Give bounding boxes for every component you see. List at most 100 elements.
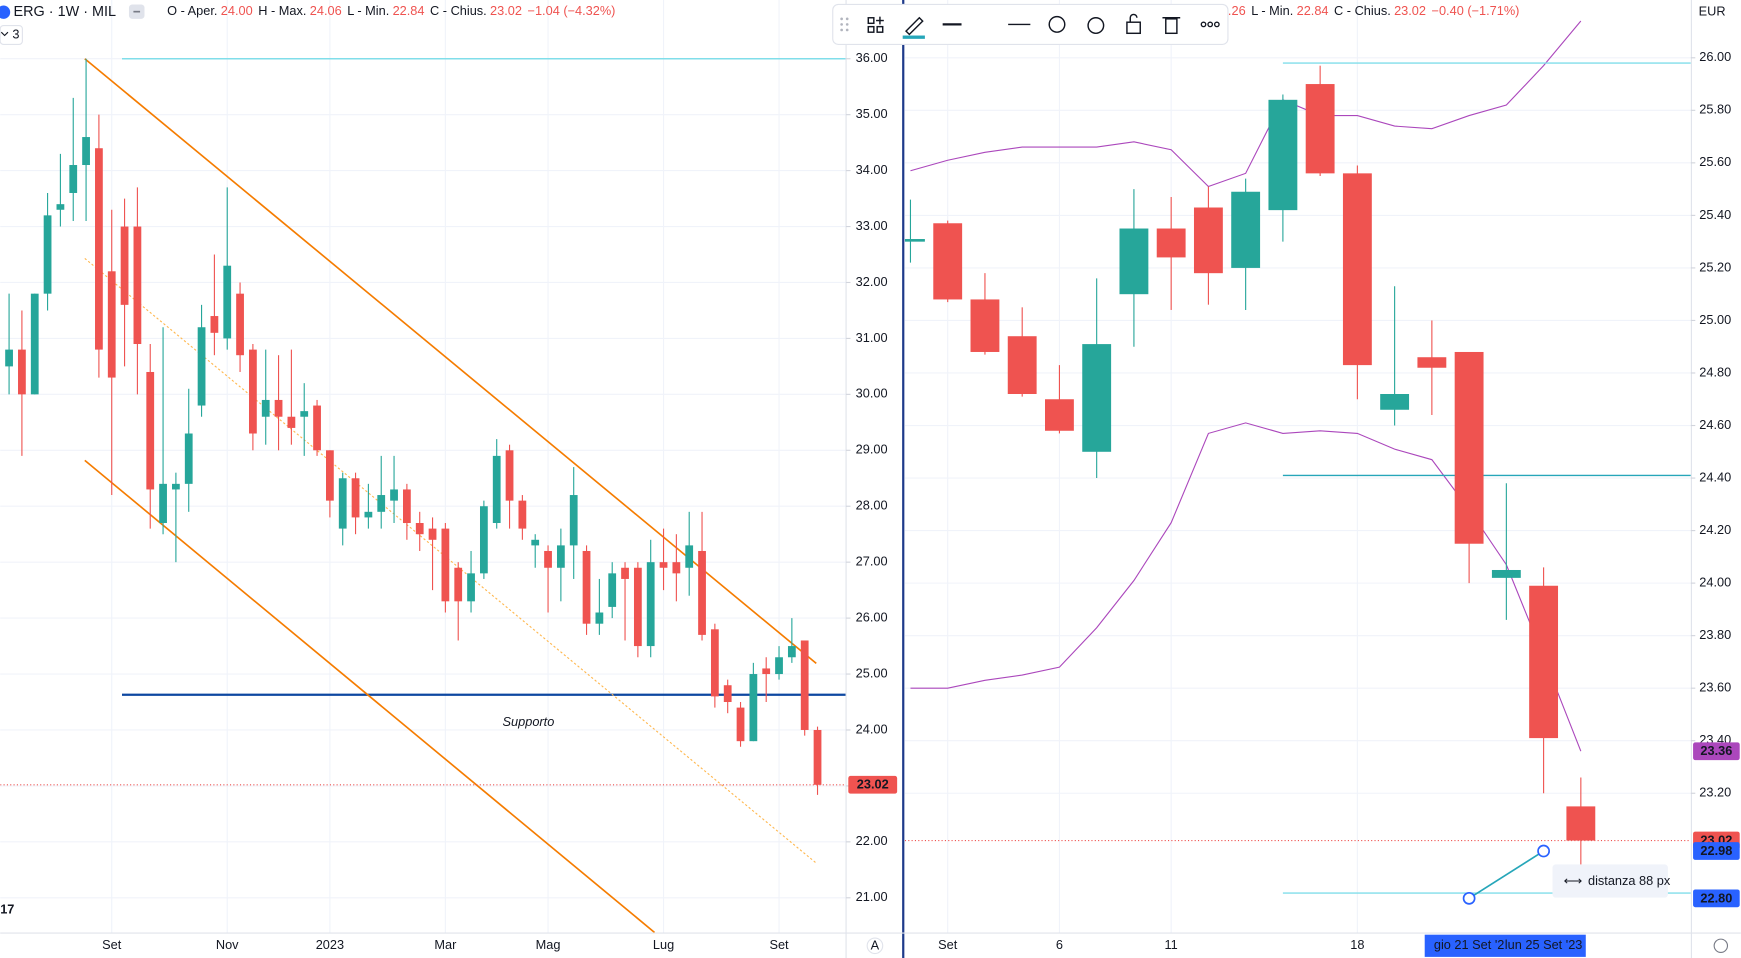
candle-body — [505, 450, 514, 501]
candle-body — [69, 165, 78, 193]
y-tick-label: 23.80 — [1699, 627, 1731, 642]
candle-body — [326, 450, 334, 501]
drawing-label: Supporto — [503, 714, 555, 729]
legend-text: 24.00 — [221, 4, 253, 19]
y-tick-label: 24.60 — [1699, 417, 1731, 432]
legend-text: 23.02 — [490, 4, 522, 19]
price-label-bg — [1693, 889, 1740, 908]
price-label: 23.02 — [857, 777, 889, 792]
candle-body — [133, 226, 142, 345]
axis-mode[interactable]: A — [871, 938, 880, 953]
template-button[interactable] — [867, 16, 884, 33]
candle-body — [608, 573, 617, 607]
candle-body — [672, 562, 681, 574]
measure-tooltip — [1552, 864, 1668, 898]
candle-body — [261, 399, 270, 417]
measure-handle[interactable] — [1537, 844, 1550, 858]
alert-button[interactable] — [1087, 17, 1105, 35]
candle-body — [159, 483, 167, 524]
y-tick-label: 21.00 — [856, 889, 888, 904]
x-tick-label: Lug — [653, 937, 674, 952]
legend-text: H - Max. — [258, 4, 306, 19]
lock-button[interactable] — [1126, 13, 1141, 35]
auto-scale-button[interactable] — [866, 937, 884, 955]
brand-logo: 17 — [0, 902, 14, 917]
y-tick-label: 25.00 — [856, 665, 888, 680]
candle-body — [775, 657, 783, 675]
chevron — [0, 31, 9, 37]
indicator-toggle[interactable] — [0, 24, 23, 45]
legend-text: 22.84 — [1297, 4, 1329, 19]
price-label: 22.80 — [1700, 890, 1732, 905]
symbol-icon[interactable] — [0, 5, 11, 19]
x-tick-label: Mag — [536, 937, 561, 952]
candle-body — [970, 299, 1000, 352]
candle-body — [492, 455, 501, 524]
candle-body — [1268, 99, 1298, 211]
candle-body — [1342, 173, 1372, 366]
candle-body — [904, 239, 925, 242]
settings-button[interactable] — [1713, 938, 1729, 954]
legend-text: L - Min. — [1251, 4, 1293, 19]
legend-text: C - Chius. — [1334, 4, 1391, 19]
x-tick-label: Set — [938, 937, 958, 952]
measure-handle[interactable] — [1462, 891, 1476, 905]
y-tick-label: 23.20 — [1699, 785, 1731, 800]
legend-text: C - Chius. — [430, 4, 487, 19]
candle-body — [518, 500, 527, 529]
candle-body — [172, 483, 180, 490]
price-label-bg — [848, 775, 898, 794]
candle-body — [107, 271, 116, 378]
more-button[interactable] — [1200, 21, 1220, 28]
price-label-bg — [1693, 742, 1740, 761]
candle-body — [415, 523, 424, 535]
candle-body — [1529, 585, 1559, 739]
candle-body — [685, 545, 694, 568]
candle-body — [800, 640, 809, 730]
candle-body — [441, 528, 450, 602]
candle-body — [813, 729, 822, 785]
y-tick-label: 31.00 — [856, 330, 888, 345]
candle-body — [1119, 228, 1149, 295]
measure-line — [1468, 850, 1545, 900]
candle-body — [723, 685, 732, 703]
candle-body — [736, 707, 745, 742]
candle-body — [313, 405, 321, 451]
trend-line — [84, 258, 817, 864]
candle-body — [274, 399, 283, 417]
candle-body — [249, 349, 257, 434]
candle-body — [1045, 399, 1074, 431]
candle-body — [351, 478, 360, 518]
legend-text: ERG · 1W · MIL — [14, 4, 117, 20]
candle-body — [582, 550, 591, 624]
x-tick-label: 2023 — [316, 937, 344, 952]
settings-button[interactable] — [1048, 15, 1066, 33]
y-tick-label: 35.00 — [856, 106, 888, 121]
delete-button[interactable] — [1162, 17, 1181, 35]
candle-body — [1491, 569, 1521, 578]
candle-body — [403, 489, 411, 524]
candle-body — [1566, 806, 1596, 841]
price-label: 23.36 — [1700, 743, 1732, 758]
x-tick-label: 11 — [1165, 937, 1178, 952]
x-tick-label: lun 25 Set '23 — [1505, 937, 1583, 952]
legend-text: −0.40 (−1.71%) — [1432, 4, 1520, 19]
drawing-toolbar — [832, 3, 1229, 45]
y-tick-label: 23.60 — [1699, 680, 1731, 695]
y-tick-label: 29.00 — [856, 442, 888, 457]
candle-body — [544, 550, 552, 568]
y-tick-label: 25.80 — [1699, 102, 1731, 117]
legend-text: 24.06 — [310, 4, 342, 19]
candle-body — [1082, 344, 1112, 452]
candle-body — [236, 293, 244, 356]
band-upper — [910, 20, 1582, 188]
measure-icon: ⟷ — [1564, 873, 1582, 888]
color-button[interactable] — [902, 16, 925, 39]
drag-handle[interactable] — [840, 17, 849, 32]
candle-body — [5, 349, 13, 367]
currency[interactable]: EUR — [1699, 4, 1726, 19]
candle-body — [390, 489, 398, 501]
candle-body — [479, 506, 488, 574]
